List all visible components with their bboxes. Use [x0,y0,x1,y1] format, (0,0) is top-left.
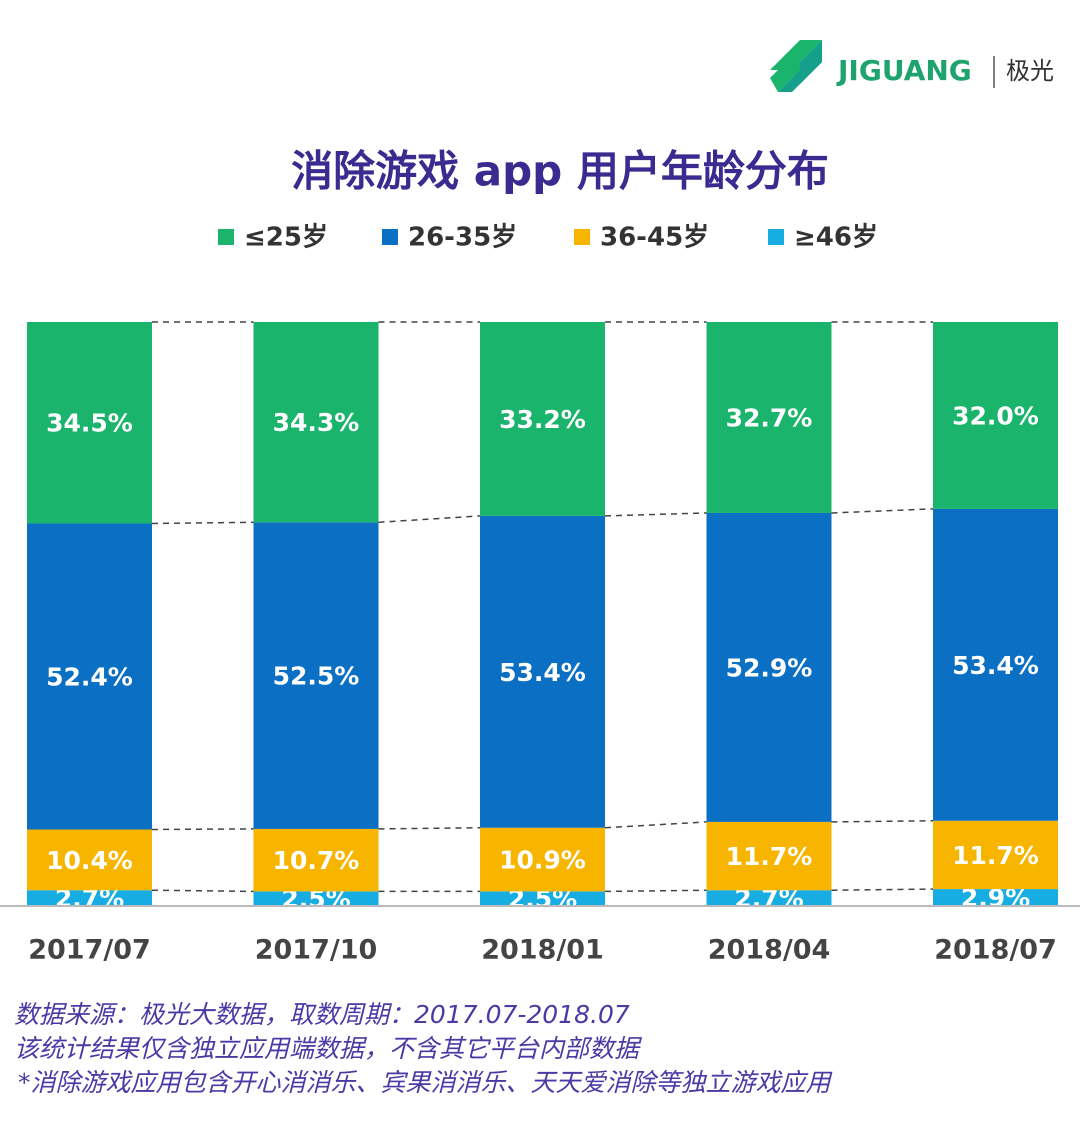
chart-title: 消除游戏 app 用户年龄分布 [291,147,829,196]
logo-name: JIGUANG [836,54,972,87]
connector [831,508,934,514]
bar-segment [253,322,379,523]
connector [604,821,707,829]
bar-segment [253,891,379,906]
note: 该统计结果仅含独立应用端数据，不含其它平台内部数据 [14,1034,643,1063]
connector [831,888,934,891]
connector [604,889,707,893]
bar-segment [480,891,605,906]
value-label: 10.7% [273,846,360,875]
x-tick-label: 2018/07 [934,935,1057,966]
value-label: 10.4% [46,846,133,875]
bar-segment [253,828,379,892]
value-label: 34.5% [46,409,133,438]
legend-swatch [574,229,590,245]
bar-segment [706,821,832,891]
legend-label: ≤25岁 [244,222,328,253]
bar-segment [480,322,605,516]
legend-swatch [382,229,398,245]
value-label: 52.9% [726,653,813,682]
legend-label: 26-35岁 [408,222,517,253]
value-label: 52.4% [46,662,133,691]
value-label: 34.3% [273,408,360,437]
x-tick-label: 2017/10 [255,935,378,966]
value-label: 53.4% [952,651,1039,680]
x-tick-label: 2018/01 [481,935,604,966]
bar-segment [27,829,152,891]
value-label: 11.7% [726,842,813,871]
logo-mark [770,40,822,92]
bar-segment [933,508,1058,821]
bar-segment [27,322,152,524]
connector [151,521,254,525]
bar-segment [933,322,1058,509]
connector [378,515,481,524]
bar-segment [480,827,605,892]
bar-segment [253,522,379,829]
bar-segment [27,523,152,830]
value-label: 11.7% [952,841,1039,870]
bar-segment [706,322,832,513]
value-label: 10.9% [499,846,586,875]
connector [151,889,254,893]
legend-label: 36-45岁 [600,222,709,253]
value-label: 33.2% [499,405,586,434]
legend-swatch [768,229,784,245]
legend-swatch [218,229,234,245]
x-tick-label: 2018/04 [708,935,831,966]
connector [151,828,254,831]
bar-segment [706,512,832,822]
logo-cn: 极光 [1006,57,1054,85]
connector [604,512,707,517]
legend-label: ≥46岁 [794,222,878,253]
value-label: 32.7% [726,403,813,432]
note: 数据来源：极光大数据，取数周期：2017.07-2018.07 [14,1000,630,1029]
bar-segment [933,820,1058,890]
bar-segment [480,515,605,828]
bar-segment [27,890,152,906]
connector [831,819,934,823]
bar-segment [933,889,1058,906]
value-label: 53.4% [499,658,586,687]
bar-segment [706,890,832,906]
note: *消除游戏应用包含开心消消乐、宾果消消乐、天天爱消除等独立游戏应用 [18,1068,833,1097]
value-label: 32.0% [952,401,1039,430]
connector [378,826,481,830]
x-tick-label: 2017/07 [28,935,151,966]
value-label: 52.5% [273,662,360,691]
